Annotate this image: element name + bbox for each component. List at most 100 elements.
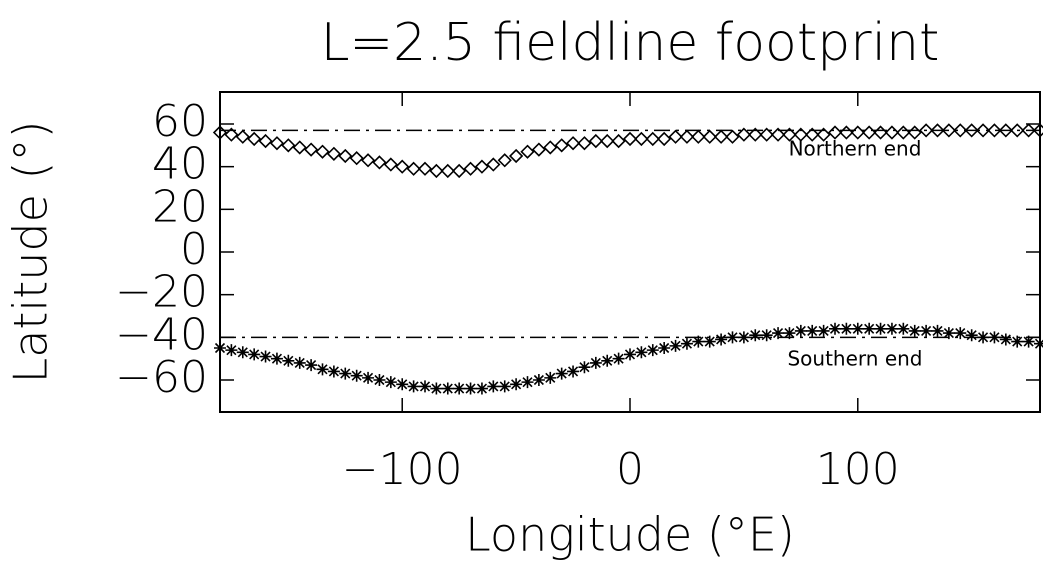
data-point bbox=[794, 324, 807, 337]
data-point bbox=[225, 344, 238, 357]
series-label: Northern end bbox=[789, 137, 922, 161]
data-point bbox=[520, 144, 535, 159]
data-point bbox=[282, 354, 295, 367]
data-point bbox=[236, 346, 249, 359]
data-point bbox=[588, 133, 603, 149]
data-point bbox=[782, 127, 797, 142]
data-point bbox=[419, 380, 431, 393]
data-point bbox=[395, 159, 410, 174]
data-point bbox=[532, 374, 545, 386]
data-point bbox=[1034, 337, 1043, 350]
data-point bbox=[737, 331, 750, 344]
data-point bbox=[453, 382, 466, 395]
data-point bbox=[362, 371, 375, 384]
data-point bbox=[383, 157, 398, 172]
data-point bbox=[521, 376, 534, 389]
data-point bbox=[510, 378, 523, 391]
data-point bbox=[839, 125, 854, 140]
data-point bbox=[531, 142, 547, 157]
data-point bbox=[713, 129, 729, 144]
data-point bbox=[463, 161, 478, 176]
data-point bbox=[920, 324, 933, 337]
data-point bbox=[214, 342, 226, 354]
data-point bbox=[624, 348, 636, 361]
data-point bbox=[715, 333, 728, 346]
data-point bbox=[975, 123, 991, 138]
data-point bbox=[964, 123, 979, 138]
data-point bbox=[327, 365, 340, 378]
data-point bbox=[827, 125, 843, 140]
data-point bbox=[543, 140, 558, 155]
data-point bbox=[658, 342, 671, 354]
data-point bbox=[669, 339, 682, 352]
data-point bbox=[897, 322, 910, 335]
data-point bbox=[303, 142, 319, 157]
data-point bbox=[783, 327, 796, 340]
data-point bbox=[760, 329, 773, 342]
data-point bbox=[567, 365, 580, 378]
data-point bbox=[679, 129, 695, 144]
data-point bbox=[988, 331, 1001, 344]
data-point bbox=[645, 131, 660, 147]
data-point bbox=[464, 382, 477, 395]
data-point bbox=[259, 350, 272, 363]
data-point bbox=[474, 159, 490, 174]
data-point bbox=[544, 371, 557, 384]
data-point bbox=[316, 363, 329, 376]
data-point bbox=[417, 161, 433, 176]
data-point bbox=[634, 131, 649, 147]
data-point bbox=[601, 354, 614, 367]
data-point bbox=[372, 155, 387, 170]
data-point bbox=[293, 356, 306, 369]
data-point bbox=[954, 327, 967, 340]
data-point bbox=[508, 148, 524, 164]
data-point bbox=[908, 324, 921, 337]
data-point bbox=[930, 123, 945, 138]
x-tick-label: 0 bbox=[616, 444, 644, 495]
data-point bbox=[1010, 123, 1025, 138]
data-point bbox=[736, 127, 752, 142]
data-point bbox=[339, 367, 352, 380]
data-point bbox=[384, 376, 397, 389]
data-point bbox=[452, 163, 467, 179]
data-point bbox=[611, 133, 626, 149]
data-point bbox=[487, 380, 500, 393]
data-point bbox=[850, 125, 865, 140]
data-point bbox=[1021, 123, 1036, 138]
data-point bbox=[999, 333, 1012, 346]
data-point bbox=[793, 127, 808, 142]
data-point bbox=[646, 344, 659, 357]
data-point bbox=[668, 129, 683, 144]
y-axis-label: Latitude (°) bbox=[4, 121, 58, 384]
data-point bbox=[749, 329, 762, 342]
data-point bbox=[725, 129, 740, 144]
data-point bbox=[692, 335, 705, 348]
data-point bbox=[269, 136, 285, 151]
data-point bbox=[816, 127, 831, 142]
data-point bbox=[589, 356, 602, 369]
data-point bbox=[1011, 335, 1024, 348]
data-point bbox=[635, 346, 648, 359]
data-point bbox=[338, 148, 353, 164]
data-point bbox=[326, 146, 342, 161]
data-point bbox=[224, 127, 239, 142]
data-point bbox=[407, 380, 420, 393]
data-point bbox=[373, 374, 386, 386]
series-label: Southern end bbox=[787, 347, 922, 371]
chart-title: L=2.5 fieldline footprint bbox=[321, 13, 940, 73]
data-point bbox=[1022, 335, 1035, 348]
y-tick-label: −60 bbox=[115, 352, 208, 403]
data-point bbox=[235, 129, 250, 144]
data-point bbox=[498, 380, 511, 393]
data-point bbox=[1032, 123, 1043, 138]
data-point bbox=[475, 382, 488, 395]
data-point bbox=[577, 136, 592, 151]
data-point bbox=[430, 382, 443, 395]
data-point bbox=[931, 324, 944, 337]
x-axis-label: Longitude (°E) bbox=[465, 508, 795, 562]
data-point bbox=[281, 138, 296, 153]
data-point bbox=[998, 123, 1013, 138]
data-point bbox=[691, 129, 706, 144]
y-tick-label: 40 bbox=[152, 139, 208, 190]
